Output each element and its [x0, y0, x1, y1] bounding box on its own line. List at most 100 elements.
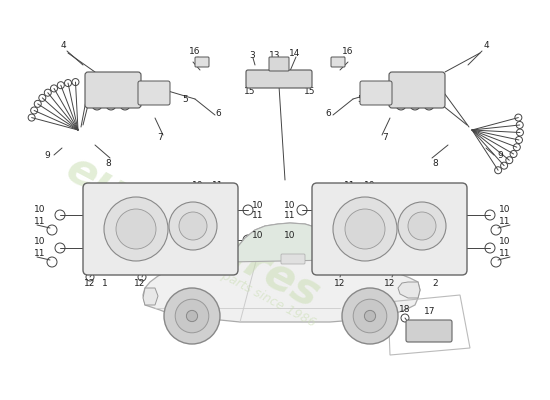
Text: 17: 17	[424, 308, 436, 316]
Circle shape	[333, 197, 397, 261]
FancyBboxPatch shape	[269, 57, 289, 71]
Text: 7: 7	[157, 134, 163, 142]
Circle shape	[57, 82, 64, 89]
Circle shape	[175, 299, 209, 333]
Text: 5: 5	[357, 96, 363, 104]
Circle shape	[247, 75, 255, 83]
Text: 11: 11	[34, 250, 46, 258]
Text: 2: 2	[432, 278, 438, 288]
Circle shape	[410, 73, 420, 83]
Circle shape	[510, 150, 517, 158]
Circle shape	[138, 273, 146, 281]
FancyBboxPatch shape	[331, 57, 345, 67]
Text: 10: 10	[499, 238, 511, 246]
FancyBboxPatch shape	[312, 183, 467, 275]
Circle shape	[485, 210, 495, 220]
Circle shape	[485, 243, 495, 253]
Text: 4: 4	[60, 42, 66, 50]
Circle shape	[186, 310, 197, 322]
Circle shape	[424, 73, 434, 83]
Text: 7: 7	[382, 134, 388, 142]
Circle shape	[408, 212, 436, 240]
Text: 10: 10	[34, 206, 46, 214]
FancyBboxPatch shape	[85, 72, 141, 108]
Text: 10: 10	[252, 200, 264, 210]
Text: 18: 18	[399, 306, 411, 314]
Circle shape	[410, 100, 420, 110]
Circle shape	[47, 257, 57, 267]
Circle shape	[516, 122, 523, 128]
FancyBboxPatch shape	[138, 81, 170, 105]
Text: 11: 11	[344, 180, 356, 190]
Text: 11: 11	[499, 218, 511, 226]
FancyBboxPatch shape	[281, 254, 305, 264]
Circle shape	[336, 273, 344, 281]
Circle shape	[31, 107, 37, 114]
Text: 10: 10	[252, 230, 264, 240]
Circle shape	[45, 89, 51, 96]
Text: eurospares: eurospares	[58, 147, 327, 317]
Circle shape	[39, 94, 46, 101]
Text: 11: 11	[499, 250, 511, 258]
Circle shape	[516, 129, 524, 136]
Text: 14: 14	[289, 48, 301, 58]
FancyBboxPatch shape	[83, 183, 238, 275]
Text: 13: 13	[270, 50, 280, 60]
Text: 12: 12	[84, 278, 96, 288]
FancyBboxPatch shape	[195, 57, 209, 67]
Polygon shape	[143, 288, 158, 305]
Circle shape	[120, 100, 130, 110]
FancyBboxPatch shape	[360, 81, 392, 105]
Circle shape	[92, 73, 102, 83]
Circle shape	[345, 209, 385, 249]
Circle shape	[491, 225, 501, 235]
Circle shape	[179, 212, 207, 240]
Text: 11: 11	[34, 218, 46, 226]
FancyBboxPatch shape	[389, 72, 445, 108]
Text: 4: 4	[483, 42, 489, 50]
Circle shape	[34, 100, 41, 107]
Circle shape	[342, 288, 398, 344]
Circle shape	[491, 257, 501, 267]
Text: 15: 15	[304, 86, 316, 96]
Polygon shape	[143, 223, 420, 322]
Circle shape	[120, 73, 130, 83]
Circle shape	[388, 273, 396, 281]
Text: 10: 10	[499, 206, 511, 214]
Text: 12: 12	[134, 278, 146, 288]
FancyBboxPatch shape	[406, 320, 452, 342]
Text: 10: 10	[284, 230, 296, 240]
Text: 15: 15	[244, 86, 256, 96]
Text: 6: 6	[215, 110, 221, 118]
Circle shape	[513, 144, 520, 151]
Circle shape	[515, 136, 522, 144]
Text: 10: 10	[34, 238, 46, 246]
Circle shape	[515, 114, 522, 121]
Circle shape	[64, 80, 72, 86]
Text: 12: 12	[334, 278, 346, 288]
Circle shape	[243, 235, 253, 245]
Circle shape	[365, 310, 376, 322]
Circle shape	[47, 225, 57, 235]
FancyBboxPatch shape	[246, 70, 312, 88]
Text: 16: 16	[189, 48, 201, 56]
Circle shape	[376, 260, 384, 268]
Circle shape	[303, 75, 311, 83]
Circle shape	[243, 205, 253, 215]
Text: 11: 11	[284, 210, 296, 220]
Circle shape	[106, 73, 116, 83]
Text: 9: 9	[497, 150, 503, 160]
Circle shape	[104, 197, 168, 261]
Circle shape	[398, 202, 446, 250]
Circle shape	[424, 100, 434, 110]
Text: 9: 9	[44, 150, 50, 160]
Text: 3: 3	[249, 50, 255, 60]
Circle shape	[396, 100, 406, 110]
Circle shape	[494, 167, 502, 174]
Text: 1: 1	[102, 278, 108, 288]
Text: 16: 16	[342, 48, 354, 56]
Text: 11: 11	[252, 210, 264, 220]
Circle shape	[169, 202, 217, 250]
Text: 11: 11	[212, 180, 224, 190]
Text: 12: 12	[384, 278, 395, 288]
